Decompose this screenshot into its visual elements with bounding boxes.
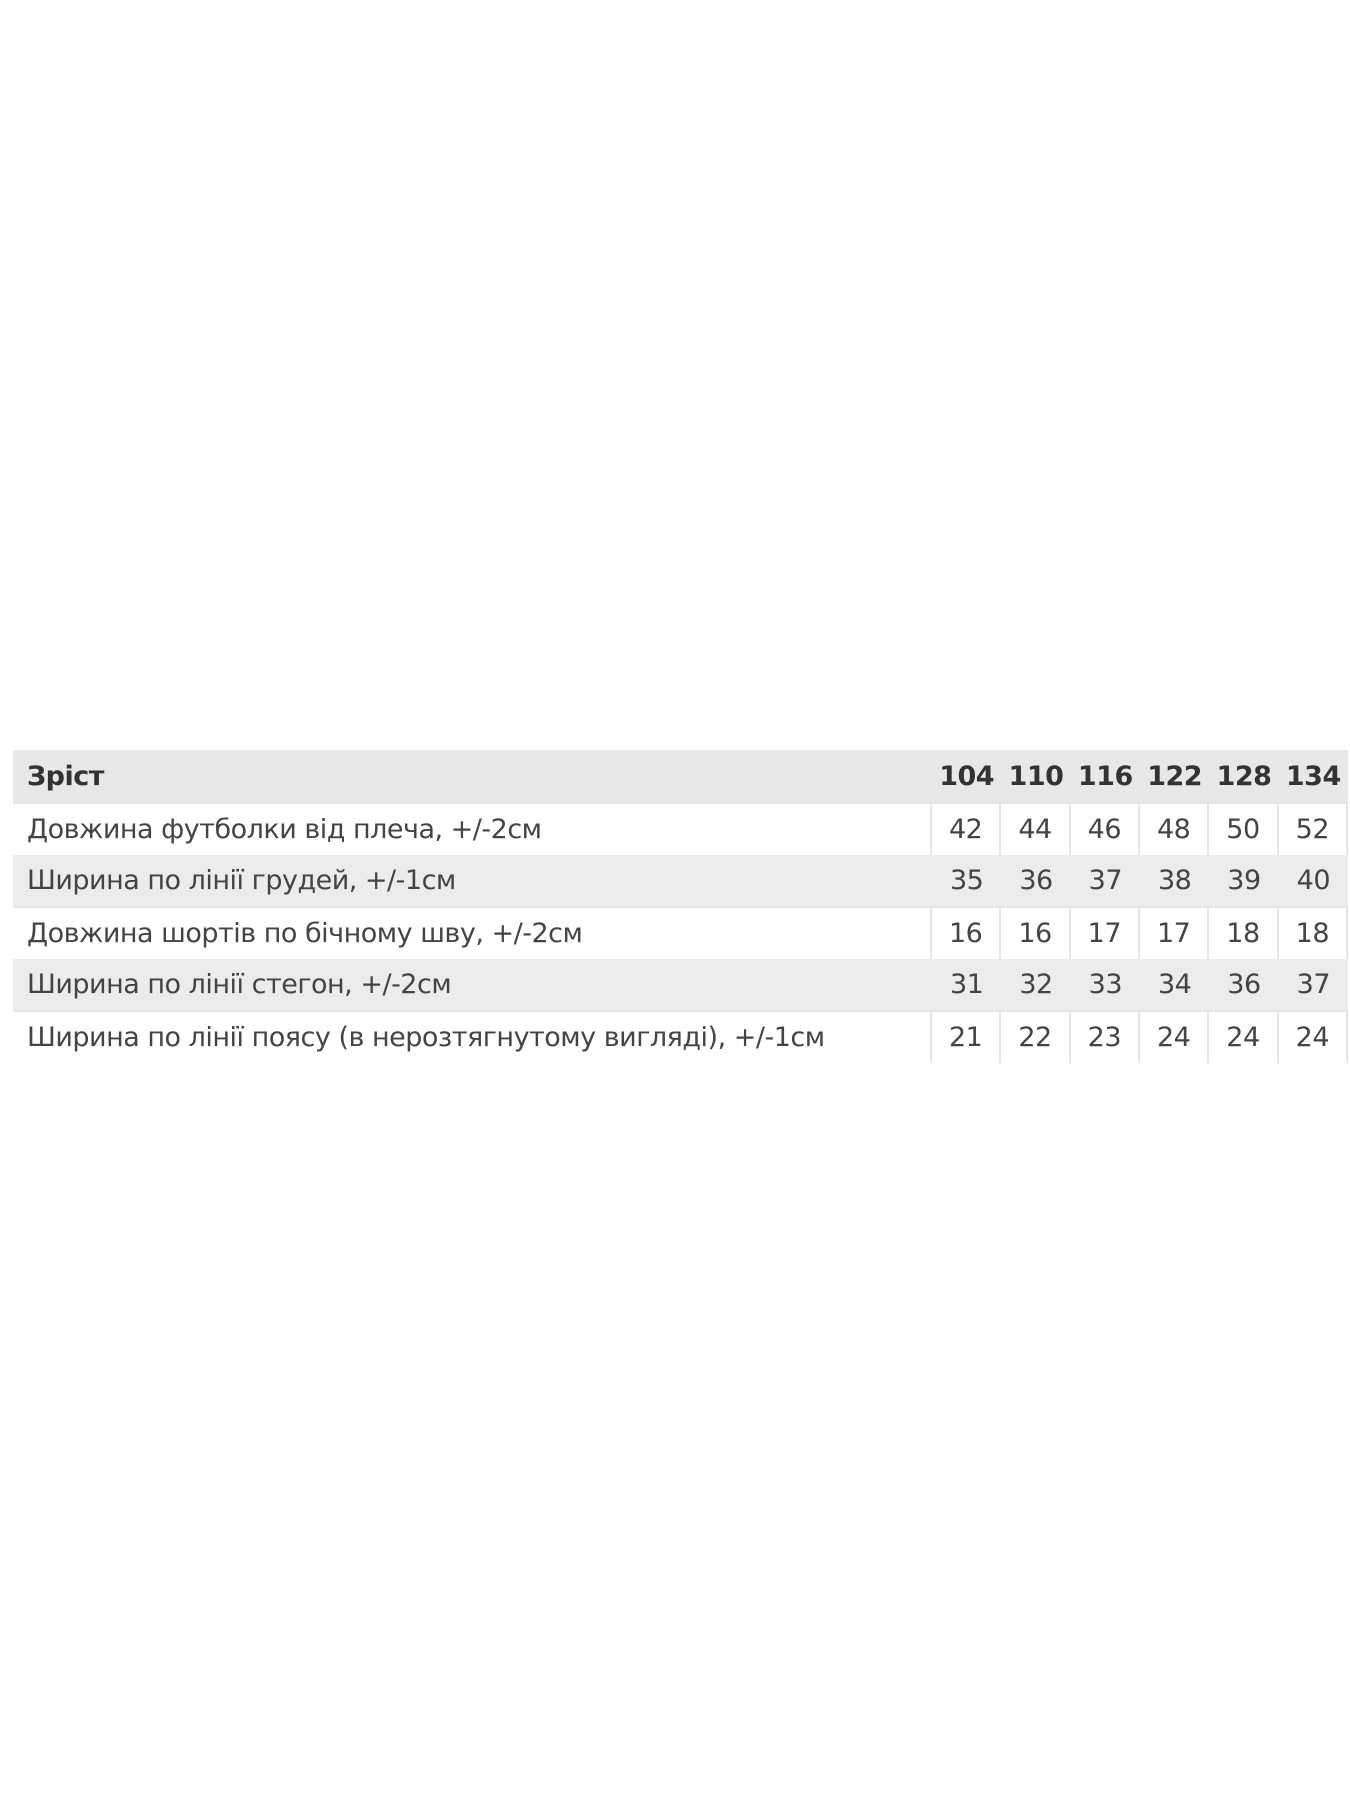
size-chart-table: Зріст 104 110 116 122 128 134 Довжина фу… xyxy=(13,750,1348,1063)
table-header-row: Зріст 104 110 116 122 128 134 xyxy=(13,750,1348,802)
table-row: Ширина по лінії поясу (в нерозтягнутому … xyxy=(13,1010,1348,1063)
cell-value: 37 xyxy=(1070,855,1140,906)
cell-value: 17 xyxy=(1139,906,1210,959)
cell-value: 32 xyxy=(1001,959,1071,1010)
cell-value: 36 xyxy=(1209,959,1279,1010)
header-size: 128 xyxy=(1209,750,1279,802)
header-size: 110 xyxy=(1001,750,1071,802)
cell-value: 44 xyxy=(1001,802,1071,855)
cell-value: 24 xyxy=(1209,1010,1279,1063)
header-size: 122 xyxy=(1139,750,1210,802)
table-row: Довжина шортів по бічному шву, +/-2см 16 1… xyxy=(13,906,1348,959)
cell-value: 22 xyxy=(1001,1010,1071,1063)
table-row: Ширина по лінії стегон, +/-2см 31 32 33 34 36… xyxy=(13,959,1348,1010)
cell-value: 17 xyxy=(1070,906,1140,959)
cell-value: 48 xyxy=(1139,802,1210,855)
cell-value: 23 xyxy=(1070,1010,1140,1063)
table-row: Довжина футболки від плеча, +/-2см 42 44 46… xyxy=(13,802,1348,855)
row-label: Ширина по лінії грудей, +/-1см xyxy=(13,855,932,906)
cell-value: 40 xyxy=(1278,855,1348,906)
cell-value: 21 xyxy=(932,1010,1002,1063)
cell-value: 18 xyxy=(1278,906,1348,959)
cell-value: 33 xyxy=(1070,959,1140,1010)
cell-value: 39 xyxy=(1209,855,1279,906)
table-row: Ширина по лінії грудей, +/-1см 35 36 37 38 39… xyxy=(13,855,1348,906)
cell-value: 34 xyxy=(1139,959,1210,1010)
cell-value: 50 xyxy=(1209,802,1279,855)
cell-value: 36 xyxy=(1001,855,1071,906)
row-label: Довжина шортів по бічному шву, +/-2см xyxy=(13,906,932,959)
cell-value: 31 xyxy=(932,959,1002,1010)
header-size: 104 xyxy=(932,750,1002,802)
row-label: Ширина по лінії поясу (в нерозтягнутому … xyxy=(13,1010,932,1063)
cell-value: 37 xyxy=(1278,959,1348,1010)
header-label: Зріст xyxy=(13,750,932,802)
cell-value: 24 xyxy=(1278,1010,1348,1063)
cell-value: 35 xyxy=(932,855,1002,906)
cell-value: 24 xyxy=(1139,1010,1210,1063)
cell-value: 18 xyxy=(1209,906,1279,959)
row-label: Ширина по лінії стегон, +/-2см xyxy=(13,959,932,1010)
header-size: 134 xyxy=(1278,750,1348,802)
cell-value: 42 xyxy=(932,802,1002,855)
cell-value: 38 xyxy=(1139,855,1210,906)
header-size: 116 xyxy=(1070,750,1140,802)
row-label: Довжина футболки від плеча, +/-2см xyxy=(13,802,932,855)
cell-value: 52 xyxy=(1278,802,1348,855)
cell-value: 16 xyxy=(1001,906,1071,959)
cell-value: 16 xyxy=(932,906,1002,959)
cell-value: 46 xyxy=(1070,802,1140,855)
